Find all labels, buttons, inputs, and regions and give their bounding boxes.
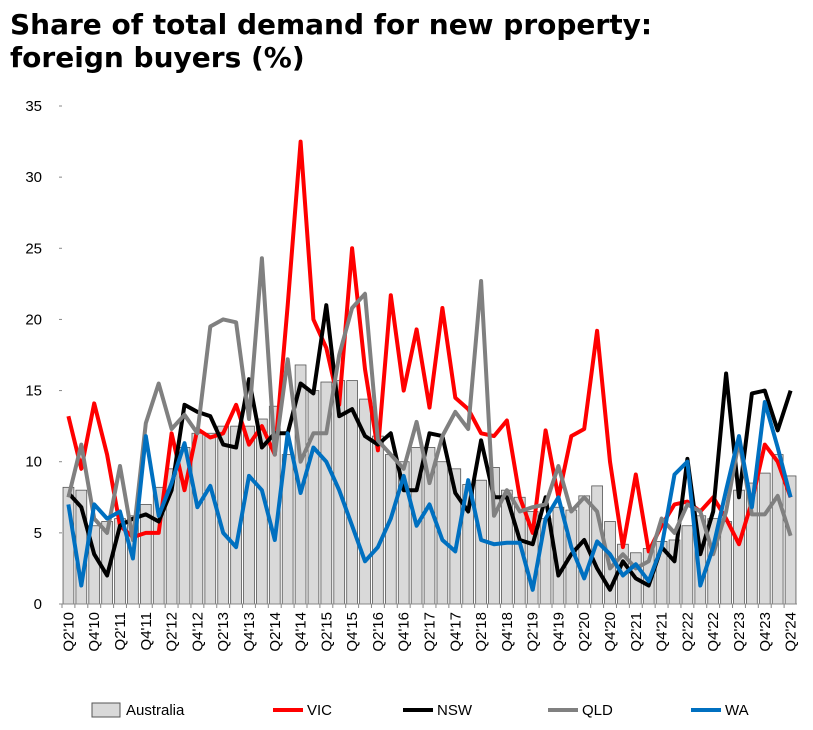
series-line bbox=[66, 400, 793, 592]
x-tick-label: Q4'18 bbox=[499, 612, 516, 652]
bar bbox=[307, 390, 320, 605]
series-line bbox=[66, 256, 793, 571]
x-tick-label: Q4'11 bbox=[138, 612, 155, 650]
y-tick-label: 5 bbox=[34, 525, 42, 542]
x-tick-label: Q4'21 bbox=[654, 612, 671, 652]
x-tick-label: Q2'23 bbox=[731, 612, 748, 652]
x-tick-label: Q2'18 bbox=[473, 612, 490, 652]
x-tick-label: Q4'14 bbox=[293, 612, 310, 652]
x-tick-label: Q2'24 bbox=[783, 612, 800, 652]
x-tick-label: Q2'16 bbox=[370, 612, 387, 652]
legend-label: NSW bbox=[437, 702, 473, 719]
y-tick-label: 35 bbox=[25, 98, 42, 115]
bar bbox=[230, 425, 242, 605]
bar bbox=[191, 432, 204, 605]
x-tick-label: Q2'12 bbox=[164, 612, 181, 652]
x-tick-label: Q2'19 bbox=[525, 612, 542, 652]
x-tick-label: Q4'17 bbox=[447, 612, 464, 652]
x-tick-label: Q4'10 bbox=[86, 612, 103, 652]
x-tick-label: Q2'17 bbox=[422, 612, 439, 652]
bar bbox=[204, 432, 217, 605]
y-tick-label: 15 bbox=[25, 383, 42, 400]
y-tick-label: 25 bbox=[25, 240, 42, 257]
x-tick-label: Q2'21 bbox=[628, 612, 645, 652]
bar bbox=[758, 472, 771, 605]
legend-label: WA bbox=[725, 702, 749, 719]
y-tick-label: 10 bbox=[25, 454, 42, 471]
series-line bbox=[66, 303, 793, 592]
legend-label: QLD bbox=[582, 702, 613, 719]
y-tick-label: 30 bbox=[25, 169, 42, 186]
x-tick-label: Q4'15 bbox=[344, 612, 361, 652]
legend-swatch bbox=[91, 702, 121, 718]
x-tick-label: Q2'22 bbox=[679, 612, 696, 652]
x-tick-label: Q2'20 bbox=[576, 612, 593, 652]
bar bbox=[681, 525, 694, 605]
bar bbox=[720, 521, 732, 605]
x-tick-label: Q4'16 bbox=[396, 612, 413, 652]
y-tick-label: 20 bbox=[25, 311, 42, 328]
x-tick-label: Q2'13 bbox=[215, 612, 232, 652]
x-tick-label: Q4'12 bbox=[189, 612, 206, 652]
bar bbox=[243, 425, 255, 605]
legend-label: VIC bbox=[307, 702, 332, 719]
x-tick-label: Q2'11 bbox=[112, 612, 129, 650]
bar bbox=[139, 503, 152, 605]
bar bbox=[733, 489, 745, 605]
legend-label: Australia bbox=[126, 702, 185, 719]
x-tick-label: Q4'23 bbox=[757, 612, 774, 652]
x-tick-label: Q4'20 bbox=[602, 612, 619, 652]
x-tick-label: Q4'22 bbox=[705, 612, 722, 652]
x-tick-label: Q4'13 bbox=[241, 612, 258, 652]
x-tick-label: Q2'15 bbox=[318, 612, 335, 652]
chart-title: Share of total demand for new property: … bbox=[10, 8, 653, 74]
bar bbox=[372, 435, 384, 605]
y-tick-label: 0 bbox=[34, 596, 42, 613]
x-tick-label: Q4'19 bbox=[550, 612, 567, 652]
x-tick-label: Q2'10 bbox=[60, 612, 77, 652]
x-tick-label: Q2'14 bbox=[267, 612, 284, 652]
